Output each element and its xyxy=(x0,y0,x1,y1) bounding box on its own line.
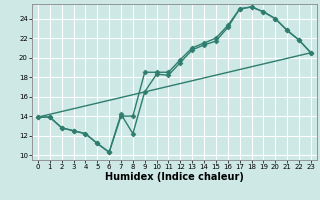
X-axis label: Humidex (Indice chaleur): Humidex (Indice chaleur) xyxy=(105,172,244,182)
